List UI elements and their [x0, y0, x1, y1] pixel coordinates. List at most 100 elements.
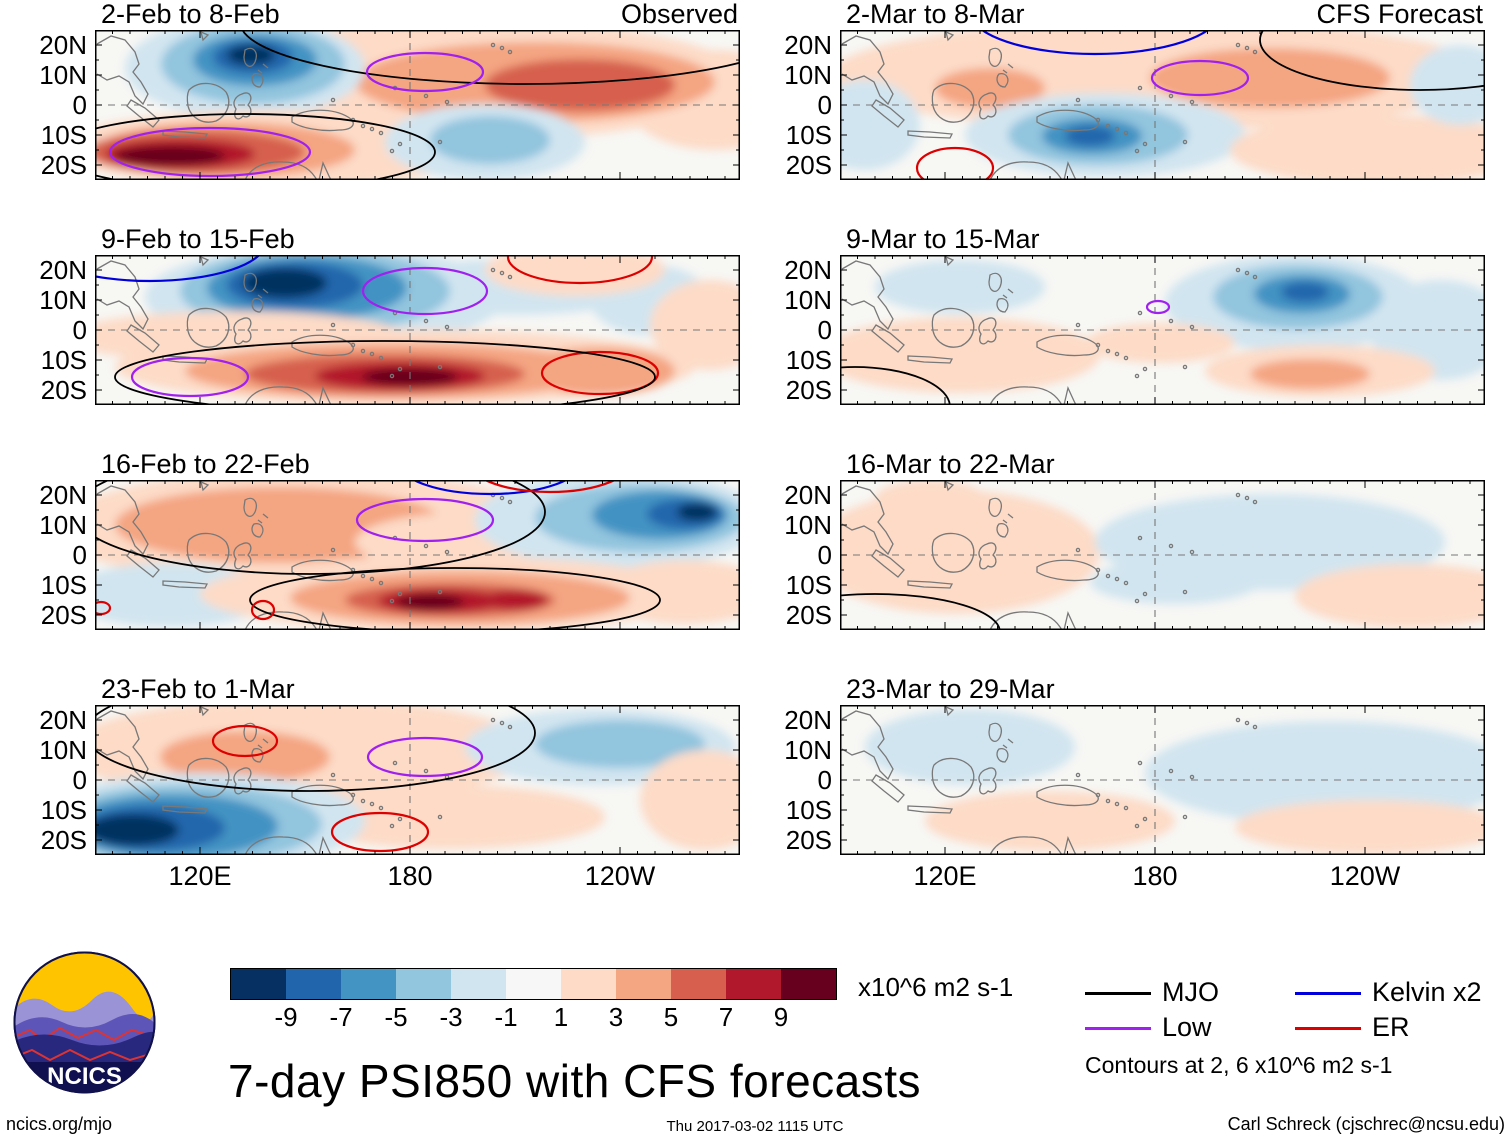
y-axis-label: 10S — [40, 795, 87, 825]
y-axis-label: 20S — [40, 150, 87, 180]
panel-title: 16-Feb to 22-Feb — [101, 449, 310, 479]
contour-mjo — [95, 705, 536, 792]
colorbar-segment — [286, 969, 341, 999]
legend-label-mjo: MJO — [1162, 977, 1219, 1007]
x-axis-label: 180 — [1132, 861, 1178, 891]
y-axis-label: 10N — [39, 510, 87, 540]
column-header: CFS Forecast — [1316, 0, 1483, 29]
colorbar-tick: -5 — [384, 1002, 408, 1032]
contour-low — [1145, 299, 1171, 315]
panel-map — [840, 705, 1485, 855]
y-axis-label: 0 — [817, 540, 832, 570]
contour-er — [506, 255, 654, 285]
panel-title: 9-Mar to 15-Mar — [846, 224, 1040, 254]
y-axis-labels: 20N 10N 0 10S 20S — [748, 255, 832, 405]
contour-er — [330, 811, 430, 853]
panel-map — [95, 255, 740, 405]
coastlines — [96, 705, 513, 855]
y-axis-label: 10N — [39, 60, 87, 90]
y-axis-labels: 20N 10N 0 10S 20S — [3, 480, 87, 630]
y-axis-label: 20S — [40, 600, 87, 630]
contour-mjo — [114, 340, 656, 405]
contour-er — [915, 146, 995, 180]
y-axis-label: 10S — [785, 795, 832, 825]
colorbar-segment — [341, 969, 396, 999]
panel-title: 2-Feb to 8-Feb — [101, 0, 280, 29]
panel-map — [95, 480, 740, 630]
x-axis-label: 120E — [913, 861, 977, 891]
legend-line-kelvin — [1295, 992, 1361, 995]
y-axis-label: 0 — [817, 765, 832, 795]
colorbar-segment — [781, 969, 836, 999]
y-axis-label: 10N — [39, 285, 87, 315]
y-axis-label: 20S — [785, 825, 832, 855]
colorbar-segment — [506, 969, 561, 999]
colorbar-segment — [561, 969, 616, 999]
contour-mjo — [840, 366, 951, 405]
legend-label-er: ER — [1372, 1012, 1410, 1042]
contour-mjo — [95, 113, 436, 180]
contour-mjo — [1259, 30, 1485, 91]
y-axis-label: 10N — [39, 735, 87, 765]
panel-map — [95, 705, 740, 855]
contour-mjo — [840, 593, 1001, 630]
panel-5: 16-Feb to 22-Feb 20N 10N 0 10S 20S — [39, 449, 740, 630]
y-axis-label: 10N — [784, 735, 832, 765]
y-axis-labels: 20N 10N 0 10S 20S — [748, 480, 832, 630]
panel-7: 23-Feb to 1-Mar 20N 10N 0 10S 20S 120E 180 120W — [39, 674, 740, 891]
panel-1: 2-Feb to 8-Feb Observed 20N 10N 0 10S 20S — [39, 0, 740, 180]
colorbar-tick: 9 — [773, 1002, 789, 1032]
contour-mjo — [249, 567, 661, 630]
legend-line-er — [1295, 1027, 1361, 1030]
legend-line-low — [1085, 1027, 1151, 1030]
y-axis-label: 20N — [784, 480, 832, 510]
colorbar-segment — [396, 969, 451, 999]
panel-map — [840, 30, 1485, 180]
ncics-logo: NCICS — [13, 951, 156, 1094]
panel-map — [840, 255, 1485, 405]
y-axis-label: 10S — [40, 570, 87, 600]
panel-title: 23-Feb to 1-Mar — [101, 674, 295, 704]
contour-mjo — [241, 30, 740, 85]
x-axis-label: 120E — [168, 861, 232, 891]
contour-er — [250, 599, 276, 621]
contour-er — [211, 724, 279, 758]
y-axis-label: 0 — [72, 540, 87, 570]
y-axis-label: 20N — [39, 30, 87, 60]
colorbar-segment — [231, 969, 286, 999]
contour-low — [365, 51, 485, 93]
contour-low — [366, 736, 484, 778]
footer-url: ncics.org/mjo — [6, 1114, 113, 1134]
legend-line-mjo — [1085, 992, 1151, 995]
x-axis-label: 120W — [1329, 861, 1401, 891]
logo-text: NCICS — [47, 1063, 122, 1090]
contour-er — [95, 600, 112, 616]
colorbar-segment — [451, 969, 506, 999]
y-axis-label: 10N — [784, 285, 832, 315]
coastlines — [841, 480, 1258, 630]
contour-er — [540, 350, 660, 396]
y-axis-label: 20S — [40, 375, 87, 405]
y-axis-label: 10S — [40, 345, 87, 375]
contour-low — [355, 497, 495, 543]
y-axis-label: 20N — [784, 705, 832, 735]
y-axis-label: 20S — [785, 150, 832, 180]
colorbar-segment — [671, 969, 726, 999]
contour-mjo — [95, 480, 546, 575]
panel-8: 23-Mar to 29-Mar 20N 10N 0 10S 20S 120E 180 120W — [784, 674, 1485, 891]
contour-kelvin — [980, 30, 1210, 56]
y-axis-labels: 20N 10N 0 10S 20S — [748, 30, 832, 180]
colorbar-segment — [616, 969, 671, 999]
contour-note: Contours at 2, 6 x10^6 m2 s-1 — [1085, 1052, 1393, 1078]
panel-6: 16-Mar to 22-Mar 20N 10N 0 10S 20S — [784, 449, 1485, 630]
column-header: Observed — [620, 0, 738, 29]
footer-timestamp: Thu 2017-03-02 1115 UTC — [666, 1118, 844, 1135]
coastlines — [841, 705, 1258, 855]
y-axis-labels: 20N 10N 0 10S 20S — [748, 705, 832, 855]
contour-low — [1150, 59, 1250, 97]
y-axis-label: 20S — [785, 375, 832, 405]
y-axis-label: 0 — [817, 315, 832, 345]
x-axis-label: 180 — [387, 861, 433, 891]
contour-low — [108, 126, 312, 178]
panel-title: 9-Feb to 15-Feb — [101, 224, 295, 254]
